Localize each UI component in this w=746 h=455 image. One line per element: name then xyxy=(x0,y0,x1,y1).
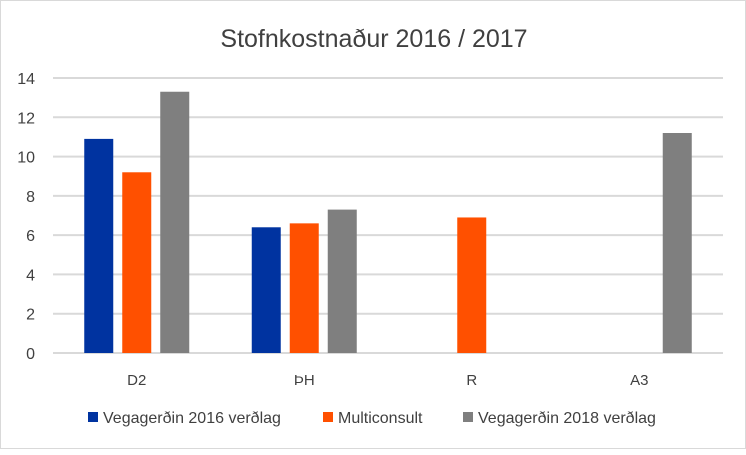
bar-A3-2 xyxy=(662,133,692,353)
bar-D2-2 xyxy=(160,91,190,353)
legend-label: Vegagerðin 2018 verðlag xyxy=(478,410,656,427)
bar-D2-1 xyxy=(122,172,152,353)
legend-label: Vegagerðin 2016 verðlag xyxy=(103,410,281,427)
x-tick-label: A3 xyxy=(630,372,648,389)
y-tick-label: 14 xyxy=(17,71,35,88)
bar-ÞH-2 xyxy=(327,209,357,353)
bars xyxy=(84,91,692,353)
legend-item: Vegagerðin 2018 verðlag xyxy=(463,410,656,427)
y-tick-label: 12 xyxy=(17,110,35,127)
y-tick-label: 4 xyxy=(26,267,35,284)
y-tick-label: 0 xyxy=(26,346,35,363)
legend-swatch xyxy=(463,412,473,422)
bar-ÞH-0 xyxy=(251,227,281,353)
x-tick-label: R xyxy=(466,372,477,389)
legend-swatch xyxy=(88,412,98,422)
y-tick-label: 6 xyxy=(26,228,35,245)
bar-D2-0 xyxy=(84,138,114,353)
y-axis-ticks: 0 2 4 6 8 10 12 14 xyxy=(17,71,35,363)
x-tick-label: D2 xyxy=(127,372,146,389)
legend-item: Multiconsult xyxy=(323,410,423,427)
x-tick-label: ÞH xyxy=(294,372,315,389)
y-tick-label: 8 xyxy=(26,189,35,206)
chart-title: Stofnkostnaður 2016 / 2017 xyxy=(220,25,527,53)
legend: Vegagerðin 2016 verðlag Multiconsult Vegag… xyxy=(88,410,656,427)
x-axis-ticks: D2 ÞH R A3 xyxy=(127,372,648,389)
bar-R-1 xyxy=(457,217,487,353)
legend-label: Multiconsult xyxy=(338,410,423,427)
gridlines xyxy=(53,77,723,354)
legend-item: Vegagerðin 2016 verðlag xyxy=(88,410,281,427)
y-tick-label: 10 xyxy=(17,150,35,167)
bar-ÞH-1 xyxy=(289,223,319,353)
legend-swatch xyxy=(323,412,333,422)
y-tick-label: 2 xyxy=(26,307,35,324)
